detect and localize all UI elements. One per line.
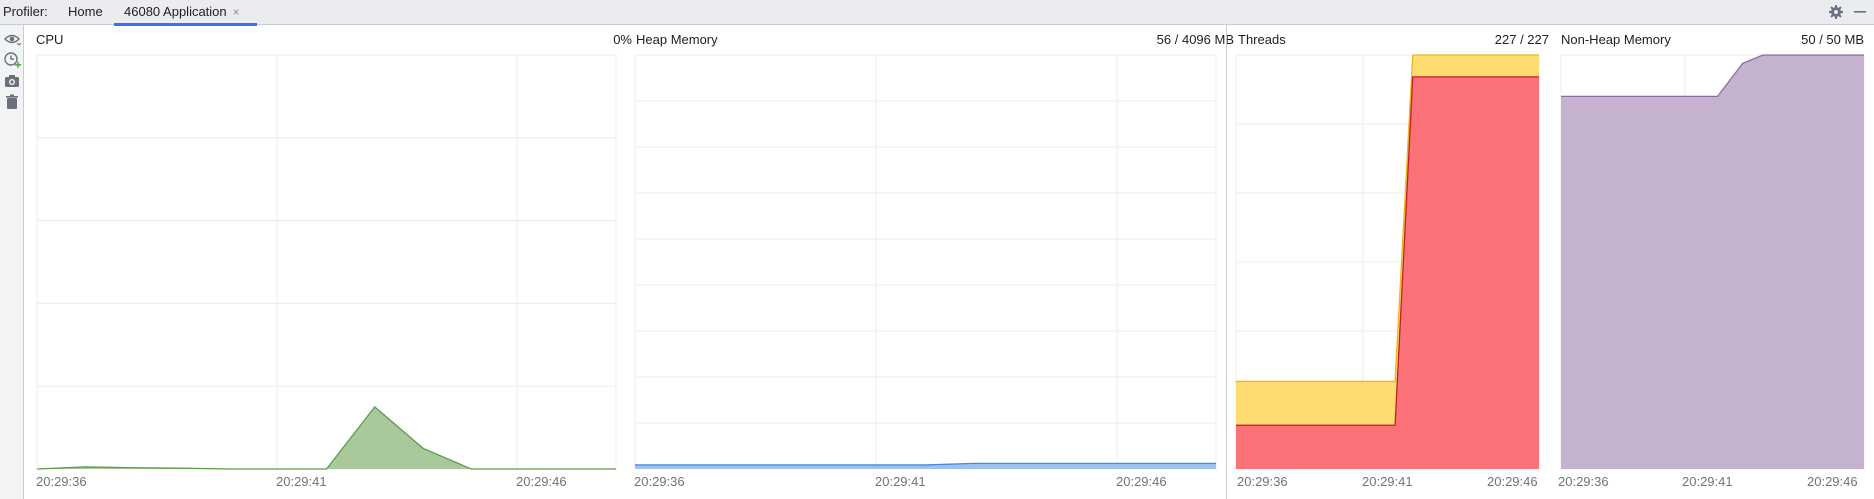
cpu-x-tick-label: 20:29:41	[276, 474, 327, 489]
threads-value: 227 / 227	[1494, 32, 1549, 47]
cpu-x-tick-label: 20:29:36	[36, 474, 87, 489]
heap-series-0-line	[635, 462, 1216, 466]
heap-x-tick-label: 20:29:46	[1116, 474, 1167, 489]
cpu-series-0-line	[36, 405, 616, 470]
cpu-value: 0%	[613, 32, 632, 47]
threads-x-tick-label: 20:29:46	[1487, 474, 1538, 489]
camera-icon[interactable]	[2, 71, 22, 91]
threads-series-1-line	[1236, 76, 1539, 426]
heap-memory-title: Heap Memory	[636, 32, 718, 47]
close-icon[interactable]: ×	[232, 5, 240, 19]
clock-add-icon[interactable]	[2, 50, 22, 70]
cpu-title: CPU	[36, 32, 64, 47]
nonheap-x-tick-label: 20:29:41	[1682, 474, 1733, 489]
eye-icon[interactable]	[2, 29, 22, 49]
gear-icon[interactable]	[1826, 2, 1846, 22]
profiler-toolstrip	[0, 25, 24, 499]
non-heap-memory-value: 50 / 50 MB	[1801, 32, 1864, 47]
nonheap-x-tick-label: 20:29:46	[1807, 474, 1858, 489]
profiler-tab-bar: Profiler: Home 46080 Application ×	[0, 0, 1874, 26]
trash-icon[interactable]	[2, 92, 22, 112]
heap-memory-panel: Heap Memory 56 / 4096 MB 20:29:36 20:29:4…	[624, 25, 1234, 499]
tab-home[interactable]: Home	[58, 0, 113, 25]
cpu-series-0-area	[37, 406, 616, 469]
minimize-icon[interactable]	[1850, 2, 1870, 22]
heap-grid	[634, 54, 1217, 469]
heap-memory-value: 56 / 4096 MB	[1156, 32, 1234, 47]
threads-x-tick-label: 20:29:36	[1237, 474, 1288, 489]
active-tab-indicator	[114, 23, 257, 26]
non-heap-memory-panel: Non-Heap Memory 50 / 50 MB 20:29:36 20:29…	[1549, 25, 1874, 499]
threads-chart[interactable]: 20:29:36 20:29:41 20:29:46	[1227, 25, 1549, 499]
non-heap-memory-chart[interactable]: 20:29:36 20:29:41 20:29:46	[1549, 25, 1874, 499]
tab-application-label: 46080 Application	[124, 4, 227, 19]
cpu-panel: CPU 0% 20:29:36 20:29:41 20:29:46	[24, 25, 632, 499]
threads-series-1-area	[1236, 76, 1539, 469]
cpu-chart[interactable]: 20:29:36 20:29:41 20:29:46	[24, 25, 624, 499]
tab-application[interactable]: 46080 Application ×	[114, 0, 257, 26]
tab-home-label: Home	[68, 4, 103, 19]
heap-memory-chart[interactable]: 20:29:36 20:29:41 20:29:46	[624, 25, 1226, 499]
profiler-label: Profiler:	[3, 4, 48, 19]
threads-title: Threads	[1238, 32, 1286, 47]
panel-divider[interactable]	[1226, 25, 1227, 499]
threads-panel: Threads 227 / 227 20:29:36 20:29:41 20:29:…	[1227, 25, 1549, 499]
non-heap-memory-title: Non-Heap Memory	[1561, 32, 1671, 47]
nonheap-x-tick-label: 20:29:36	[1558, 474, 1609, 489]
heap-series-0-area	[635, 463, 1216, 469]
cpu-x-tick-label: 20:29:46	[516, 474, 567, 489]
heap-x-tick-label: 20:29:41	[875, 474, 926, 489]
threads-series-0-line	[1236, 54, 1539, 383]
cpu-grid	[36, 54, 617, 469]
threads-x-tick-label: 20:29:41	[1362, 474, 1413, 489]
nonheap-series-0-area	[1561, 55, 1864, 469]
heap-x-tick-label: 20:29:36	[634, 474, 685, 489]
